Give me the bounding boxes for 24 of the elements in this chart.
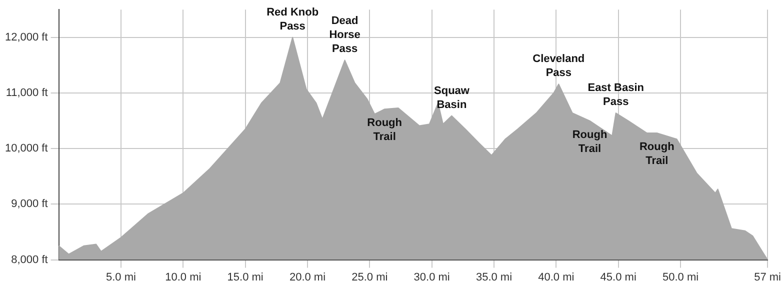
annotation: Rough Trail: [572, 128, 608, 155]
annotation: Red Knob Pass: [266, 6, 319, 32]
x-tick-label: 15.0 mi: [227, 271, 264, 284]
x-tick-label: 10.0 mi: [165, 271, 202, 284]
annotation: Squaw Basin: [434, 84, 470, 111]
annotation: Dead Horse Pass: [329, 15, 360, 56]
annotation: Rough Trail: [367, 117, 402, 144]
y-tick-label: 8,000 ft: [11, 254, 48, 266]
x-tick-label: 45.0 mi: [600, 271, 636, 284]
x-tick-label: 20.0 mi: [289, 271, 326, 284]
x-tick-label: 5.0 mi: [106, 271, 136, 284]
y-tick-label: 10,000 ft: [4, 142, 48, 155]
y-tick-label: 11,000 ft: [6, 87, 48, 100]
y-tick-label: 9,000 ft: [11, 198, 48, 210]
x-tick-label: 40.0 mi: [538, 271, 574, 284]
y-tick-label: 12,000 ft: [4, 31, 48, 44]
x-tick-label: 35.0 mi: [476, 271, 512, 284]
x-tick-label: 30.0 mi: [414, 271, 450, 284]
annotation: Rough Trail: [639, 141, 675, 168]
x-tick-label: 50.0 mi: [662, 271, 699, 284]
x-tick-label: 57 mi: [754, 271, 782, 284]
annotation: Cleveland Pass: [532, 53, 585, 80]
x-tick-label: 25.0 mi: [352, 271, 388, 284]
annotation: East Basin Pass: [588, 82, 644, 108]
